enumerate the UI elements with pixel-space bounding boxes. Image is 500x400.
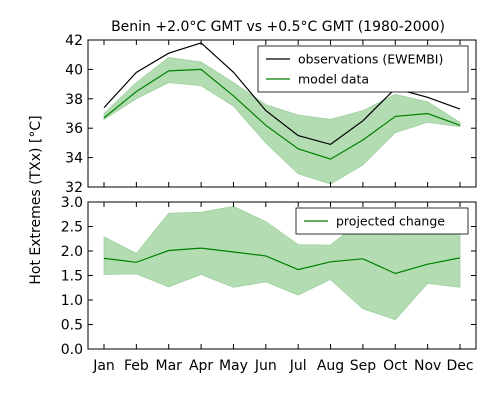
xtick-label-aug: Aug: [317, 358, 344, 374]
top-series-1-uncertainty-band: [103, 57, 461, 185]
xtick-label-jul: Jul: [289, 358, 307, 374]
xtick-label-oct: Oct: [383, 358, 408, 374]
top-legend-box: [257, 45, 469, 93]
top-ytick-label: 34: [65, 151, 83, 167]
bottom-series-0-line: [103, 247, 461, 275]
xtick-label-dec: Dec: [446, 358, 473, 374]
bottom-ytick-label: 3.0: [61, 195, 83, 211]
xtick-label-nov: Nov: [414, 358, 441, 374]
bottom-ytick-label: 1.5: [61, 269, 83, 285]
xtick-label-jan: Jan: [92, 358, 115, 374]
xtick-label-feb: Feb: [124, 358, 149, 374]
top-ytick-label: 36: [65, 121, 83, 137]
bottom-legend-label-0: projected change: [336, 214, 445, 229]
y-axis-label: Hot Extremes (TXx) [°C]: [28, 115, 44, 284]
top-ytick-label: 32: [65, 180, 83, 196]
bottom-legend: projected change: [295, 207, 469, 235]
top-legend: observations (EWEMBI) model data: [257, 45, 469, 93]
top-ytick-label: 42: [65, 33, 83, 49]
top-legend-label-1: model data: [298, 72, 369, 87]
bottom-ytick-label: 0.5: [61, 318, 83, 334]
panel-top-observations-vs-model: 32 34 36 38 40 42 observations (EWEMBI) model d…: [65, 33, 477, 196]
bottom-ytick-label: 2.5: [61, 220, 83, 236]
top-legend-label-0: observations (EWEMBI): [298, 52, 443, 67]
bottom-ytick-label: 2.0: [61, 244, 83, 260]
top-ytick-label: 40: [65, 62, 83, 78]
xtick-label-mar: Mar: [156, 358, 183, 374]
xtick-label-may: May: [219, 358, 248, 374]
xtick-label-sep: Sep: [350, 358, 377, 374]
panel-bottom-projected-change: 0.0 0.5 1.0 1.5 2.0 2.5 3.0 Jan Feb Mar Apr May Jun J…: [61, 195, 477, 374]
top-ytick-label: 38: [65, 92, 83, 108]
xtick-label-jun: Jun: [254, 358, 277, 374]
top-series-1-line: [103, 68, 461, 160]
bottom-ytick-label: 1.0: [61, 293, 83, 309]
top-axes-frame: [87, 39, 477, 188]
xtick-label-apr: Apr: [189, 358, 213, 374]
chart-title: Benin +2.0°C GMT vs +0.5°C GMT (1980-200…: [111, 19, 445, 35]
bottom-ytick-label: 0.0: [61, 342, 83, 358]
